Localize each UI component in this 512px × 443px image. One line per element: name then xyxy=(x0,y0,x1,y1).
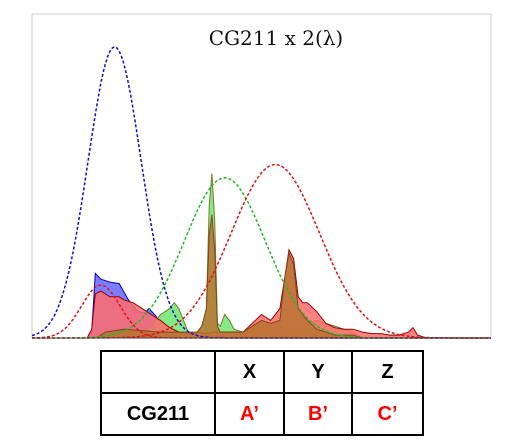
spectra-layer xyxy=(86,173,427,339)
cell-x-value: A’ xyxy=(214,392,285,436)
cell-z-value: C’ xyxy=(351,392,424,436)
table-header-y: Y xyxy=(283,350,353,394)
chart-title: CG211 x 2(λ) xyxy=(209,26,343,50)
top-crop-strip xyxy=(0,0,512,12)
result-table: X Y Z CG211 A’ B’ C’ xyxy=(100,350,424,436)
spectrum-chart: CG211 x 2(λ) xyxy=(31,13,492,339)
sensitivity-curve-1 xyxy=(32,177,491,339)
table-header-corner xyxy=(100,350,216,394)
table-row: CG211 A’ B’ C’ xyxy=(100,392,424,436)
row-label: CG211 xyxy=(100,392,216,436)
spectrum-area-3 xyxy=(94,214,363,339)
table-header-z: Z xyxy=(351,350,424,394)
table-header-x: X xyxy=(214,350,285,394)
cell-y-value: B’ xyxy=(283,392,353,436)
table-header-row: X Y Z xyxy=(100,350,424,394)
